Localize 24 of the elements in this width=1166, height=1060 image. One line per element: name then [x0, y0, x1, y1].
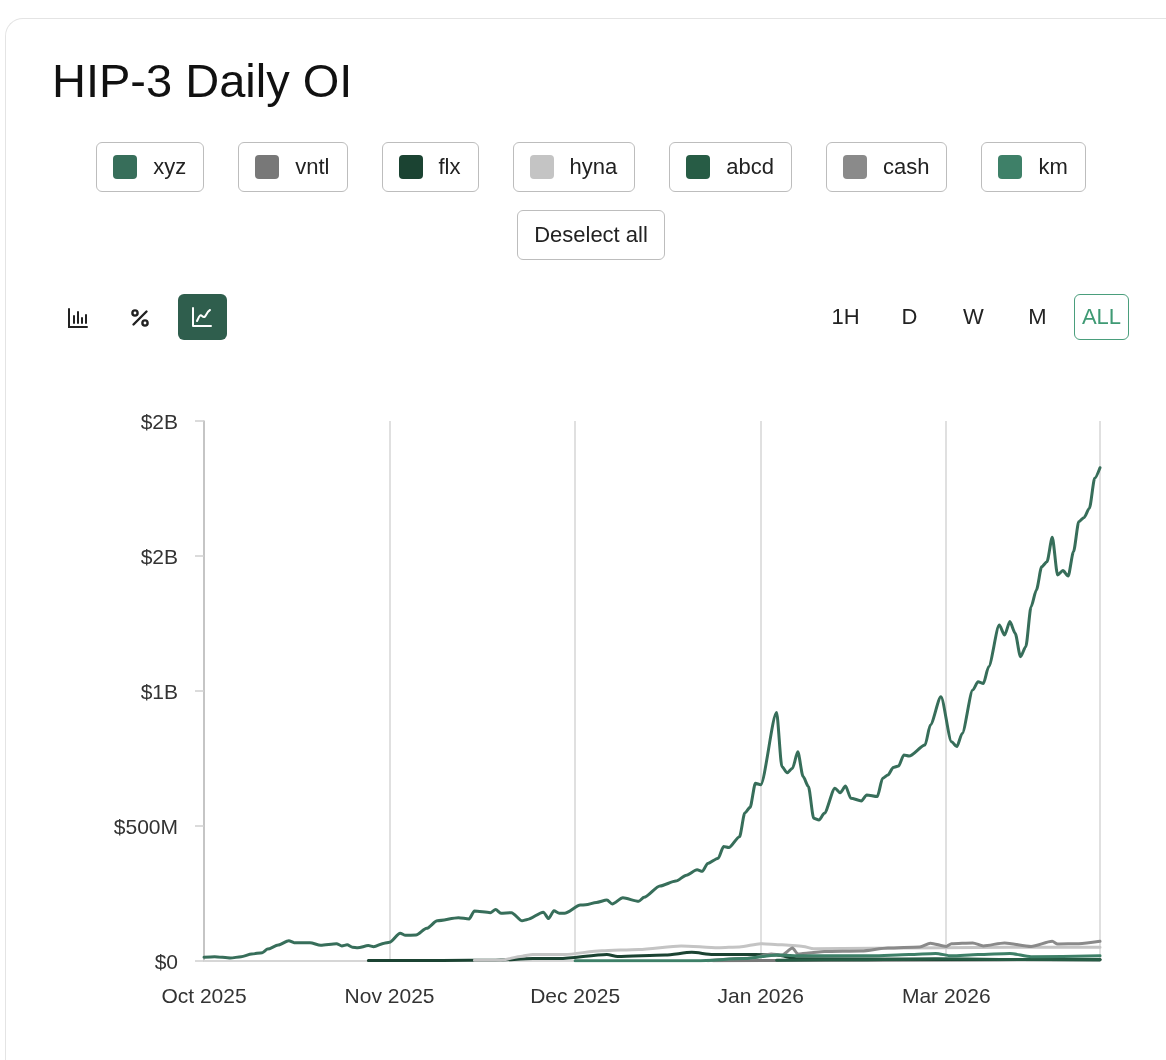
text: M — [1027, 303, 1048, 331]
text: ALL — [1074, 294, 1129, 340]
text: W — [962, 303, 985, 331]
text: D — [900, 303, 919, 331]
legend-label: hyna — [569, 154, 618, 180]
legend-label: km — [1038, 154, 1068, 180]
x-tick-label: Nov 2025 — [344, 984, 435, 1007]
legend-label: abcd — [726, 154, 774, 180]
legend-label: cash — [882, 154, 930, 180]
x-tick-label: Oct 2025 — [161, 984, 247, 1007]
text: Deselect all — [517, 210, 665, 260]
y-tick-label: $0 — [154, 949, 178, 973]
y-tick-label: $1B — [140, 679, 178, 703]
legend-label: vntl — [295, 154, 330, 180]
legend-label: flx — [438, 154, 461, 180]
text: 1H — [830, 303, 861, 331]
y-tick-label: $2B — [140, 544, 178, 568]
y-tick-label: $2B — [140, 409, 178, 433]
chart-title: HIP-3 Daily OI — [52, 53, 353, 109]
legend-label: xyz — [153, 154, 187, 180]
x-tick-label: Dec 2025 — [530, 984, 621, 1007]
x-tick-label: Mar 2026 — [901, 984, 991, 1007]
x-tick-label: Jan 2026 — [717, 984, 804, 1007]
y-tick-label: $500M — [113, 814, 178, 838]
